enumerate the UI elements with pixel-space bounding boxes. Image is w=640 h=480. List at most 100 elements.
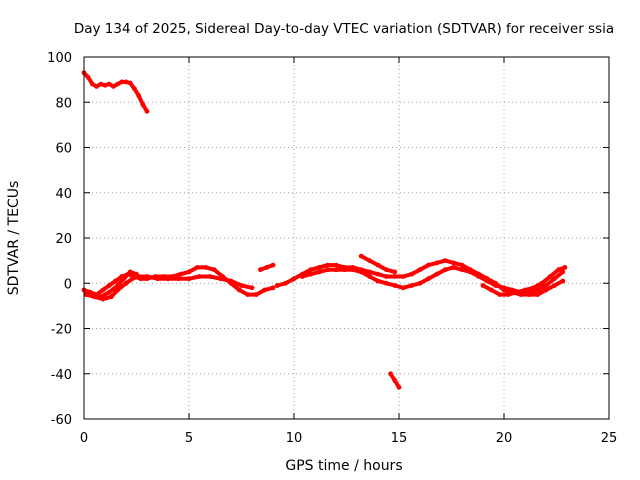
data-point: [136, 93, 142, 98]
x-tick-label: 20: [496, 431, 513, 446]
data-point: [375, 271, 381, 277]
y-tick-label: 0: [64, 277, 72, 292]
data-point: [375, 262, 381, 268]
data-point: [325, 262, 330, 268]
data-point: [417, 267, 423, 273]
data-point: [83, 292, 89, 297]
data-point: [134, 271, 139, 277]
data-point: [384, 280, 389, 286]
data-point: [442, 258, 448, 263]
data-point: [501, 285, 507, 291]
data-point: [375, 278, 381, 284]
data-point: [132, 86, 137, 92]
data-point: [497, 292, 503, 297]
data-point: [245, 292, 251, 297]
data-point: [468, 269, 473, 275]
data-point: [384, 267, 389, 273]
data-point: [409, 271, 414, 277]
data-point: [547, 274, 553, 279]
data-point: [115, 81, 120, 87]
data-point: [178, 271, 184, 277]
data-point: [451, 260, 456, 266]
data-point: [129, 276, 135, 282]
data-point: [106, 283, 112, 288]
data-point: [85, 75, 91, 80]
x-tick-label: 5: [185, 431, 193, 446]
data-point: [197, 274, 202, 279]
data-point: [531, 285, 536, 291]
data-point: [186, 276, 192, 282]
data-point: [384, 274, 389, 279]
x-axis-title: GPS time / hours: [285, 458, 402, 474]
data-point: [392, 283, 398, 288]
data-point: [195, 265, 200, 270]
data-point: [308, 267, 314, 273]
data-point: [400, 274, 406, 279]
data-point: [186, 269, 192, 275]
data-point: [237, 287, 242, 293]
data-point: [367, 269, 372, 275]
data-point: [144, 274, 150, 279]
data-point: [274, 283, 280, 288]
data-point: [102, 82, 108, 88]
data-point: [270, 285, 276, 291]
y-tick-label: -20: [51, 323, 72, 338]
data-point: [535, 292, 540, 297]
data-point: [283, 280, 288, 286]
data-point: [100, 287, 106, 293]
data-point: [176, 276, 181, 282]
y-tick-label: 40: [55, 187, 72, 202]
data-point: [108, 294, 114, 300]
x-tick-label: 25: [601, 431, 618, 446]
data-point: [426, 262, 431, 268]
y-tick-label: 20: [55, 232, 72, 247]
data-point: [123, 280, 129, 286]
data-point: [239, 283, 244, 288]
data-point: [459, 262, 465, 268]
y-tick-label: 60: [55, 142, 72, 157]
data-point: [560, 278, 566, 284]
data-point: [325, 267, 330, 273]
y-tick-label: -60: [51, 413, 72, 428]
data-point: [249, 285, 255, 291]
data-point: [392, 378, 398, 383]
data-point: [426, 276, 431, 282]
data-point: [514, 289, 519, 295]
data-point: [106, 81, 112, 87]
data-point: [291, 276, 297, 282]
grid-lines: [84, 57, 609, 419]
y-tick-label: 100: [47, 51, 72, 66]
data-point: [92, 294, 97, 300]
chart-title: Day 134 of 2025, Sidereal Day-to-day VTE…: [74, 21, 614, 37]
x-tick-labels: 0 5 10 15 20 25: [80, 431, 617, 446]
data-point: [203, 265, 209, 270]
data-point: [358, 253, 364, 259]
data-point: [562, 265, 568, 270]
data-point: [367, 258, 372, 263]
data-point: [94, 84, 99, 89]
data-point: [253, 292, 259, 297]
data-point: [358, 269, 364, 275]
data-point: [493, 283, 498, 288]
data-point: [262, 287, 267, 293]
data-point: [106, 289, 112, 295]
series-arc-top: [82, 70, 149, 114]
x-tick-label: 10: [286, 431, 303, 446]
data-point: [270, 262, 276, 268]
data-point: [218, 276, 223, 282]
data-point: [442, 267, 448, 273]
data-point: [333, 267, 339, 273]
data-point: [459, 267, 465, 273]
data-point: [367, 274, 372, 279]
data-point: [115, 283, 120, 288]
data-point: [489, 287, 494, 293]
data-point: [409, 283, 414, 288]
data-point: [505, 292, 511, 297]
data-point: [111, 84, 116, 89]
y-tick-label: 80: [55, 96, 72, 111]
data-point: [98, 294, 104, 300]
data-point: [350, 267, 356, 273]
data-point: [127, 80, 133, 86]
data-point: [522, 287, 528, 293]
